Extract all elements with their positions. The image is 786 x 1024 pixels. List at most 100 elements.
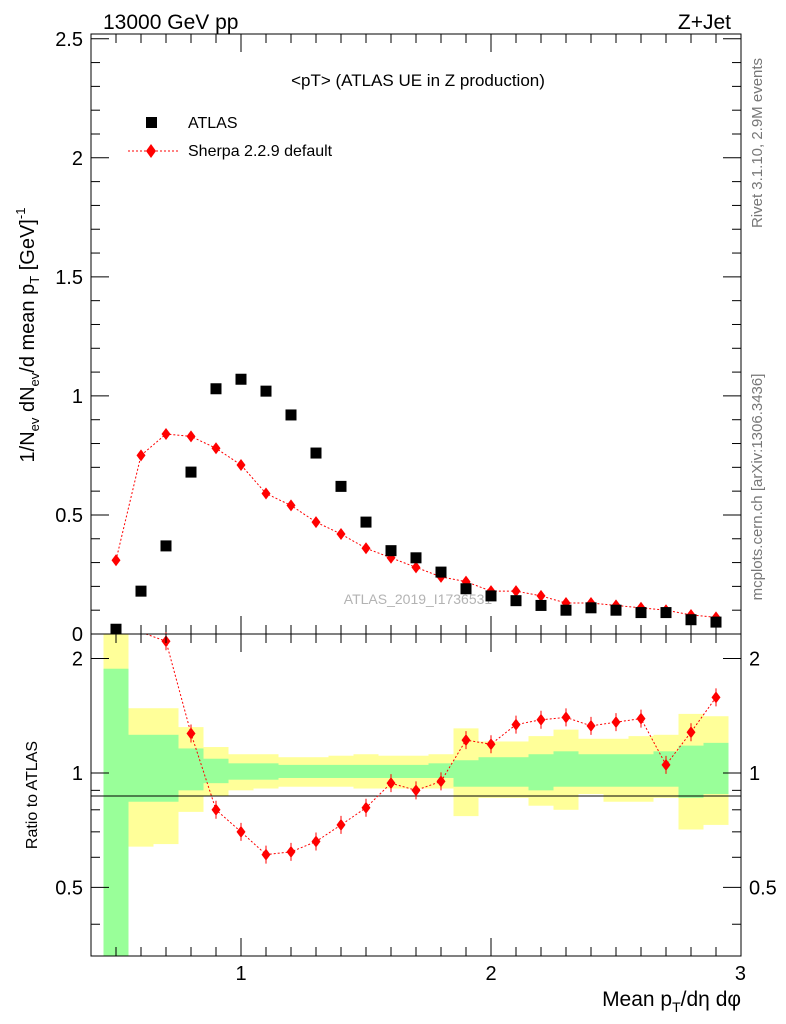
ratio-ylabel: Ratio to ATLAS [24,741,41,849]
main-ytick-label: 0.5 [55,505,83,527]
main-ylabel: 1/Nev dNev/d mean pT [GeV]-1 [13,208,42,463]
main-ytick-label: 2.5 [55,29,83,51]
stat-uncertainty-band [103,668,129,956]
atlas-point [235,373,247,385]
ratio-sherpa-point [211,803,221,816]
atlas-point [310,447,322,459]
ratio-ytick-label-right: 1 [749,763,760,785]
ratio-sherpa-point [286,845,296,858]
atlas-point [210,383,222,395]
stat-uncertainty-band [678,745,704,798]
sherpa-line [115,433,717,618]
sherpa-point [111,554,121,567]
stat-uncertainty-band [503,757,529,787]
chart-title: <pT> (ATLAS UE in Z production) [291,71,545,90]
ratio-sherpa-point [261,848,271,861]
atlas-point [710,616,722,628]
svg-text:1/Nev dNev/d mean pT [GeV]-1: 1/Nev dNev/d mean pT [GeV]-1 [13,208,42,463]
legend-sherpa-label: Sherpa 2.2.9 default [188,143,333,160]
main-ytick-label: 1.5 [55,267,83,289]
atlas-point [535,599,547,611]
ratio-sherpa-point [561,711,571,724]
ratio-sherpa-point [311,835,321,848]
main-axes: 0 0.5 1 1.5 2 2.5 [55,29,742,646]
sherpa-point [536,589,546,602]
ratio-sherpa-point [386,777,396,790]
ratio-sherpa-point [236,825,246,838]
ratio-sherpa-point [711,691,721,704]
stat-uncertainty-band [228,763,254,780]
sherpa-point [211,442,221,455]
legend-sherpa-marker [146,144,156,158]
legend-atlas-marker [146,117,157,128]
mcplots-label: mcplots.cern.ch [arXiv:1306.3436] [749,374,766,601]
sherpa-point [361,542,371,555]
header-right: Z+Jet [678,11,731,34]
stat-uncertainty-band [328,764,354,778]
ratio-sherpa-point [661,758,671,771]
ratio-ytick-label-right: 2 [749,649,760,671]
atlas-point [285,409,297,421]
stat-uncertainty-band [603,754,629,787]
stat-uncertainty-band [253,763,279,780]
x-axis-label: Mean pT/dη dφ [602,988,741,1015]
sherpa-point [186,430,196,443]
legend: ATLAS Sherpa 2.2.9 default [128,115,333,160]
xtick-label: 1 [235,963,246,985]
main-ytick-label: 0 [72,624,83,646]
sherpa-point [411,561,421,574]
stat-uncertainty-band [303,764,329,778]
stat-uncertainty-band [203,758,229,784]
ratio-ytick-label: 1 [72,763,83,785]
legend-atlas-label: ATLAS [188,115,238,132]
atlas-point [160,540,172,552]
stat-uncertainty-band [628,754,654,787]
main-plot: <pT> (ATLAS UE in Z production) ATLAS_20… [13,29,742,646]
svg-text:Mean pT/dη dφ: Mean pT/dη dφ [602,988,741,1015]
watermark: ATLAS_2019_I1736531 [344,591,493,607]
stat-uncertainty-band [353,764,379,778]
stat-uncertainty-band [553,751,579,787]
atlas-point [460,583,472,595]
atlas-point [610,604,622,616]
header-left: 13000 GeV pp [103,11,238,34]
stat-uncertainty-band [528,754,554,791]
atlas-point [360,516,372,528]
sherpa-point [511,585,521,598]
atlas-point [260,385,272,397]
stat-uncertainty-band [703,742,729,795]
atlas-point [135,585,147,597]
stat-uncertainty-band [578,754,604,787]
atlas-point [585,602,597,614]
atlas-point [510,595,522,607]
ratio-axes: 0.5 0.5 1 1 2 2 1 2 3 [55,634,777,985]
atlas-point [385,545,397,557]
atlas-point [685,614,697,626]
atlas-point [635,607,647,619]
ratio-sherpa-point [361,801,371,814]
ratio-sherpa-point [186,727,196,740]
ratio-plot: 0.5 0.5 1 1 2 2 1 2 3 Ratio to ATLAS Mean pT/dη … [24,632,777,1015]
ratio-sherpa-point [686,726,696,739]
atlas-point [335,480,347,492]
stat-uncertainty-band [403,764,429,778]
sherpa-point [336,528,346,540]
stat-uncertainty-band [128,734,154,802]
ratio-ytick-label: 0.5 [55,877,83,899]
ratio-data-layer [145,632,721,864]
stat-uncertainty-band [428,763,454,778]
atlas-point [185,466,197,478]
stat-uncertainty-band [178,748,204,791]
atlas-point [560,604,572,616]
sherpa-point [236,458,246,471]
xtick-label: 3 [735,963,746,985]
ratio-sherpa-point [436,775,446,788]
atlas-point [435,566,447,578]
stat-uncertainty-band [378,764,404,778]
stat-uncertainty-band [278,764,304,778]
ratio-sherpa-point [411,784,421,797]
ratio-ytick-label: 2 [72,649,83,671]
ratio-sherpa-line [145,633,717,856]
atlas-point [410,552,422,564]
atlas-point [485,590,497,602]
